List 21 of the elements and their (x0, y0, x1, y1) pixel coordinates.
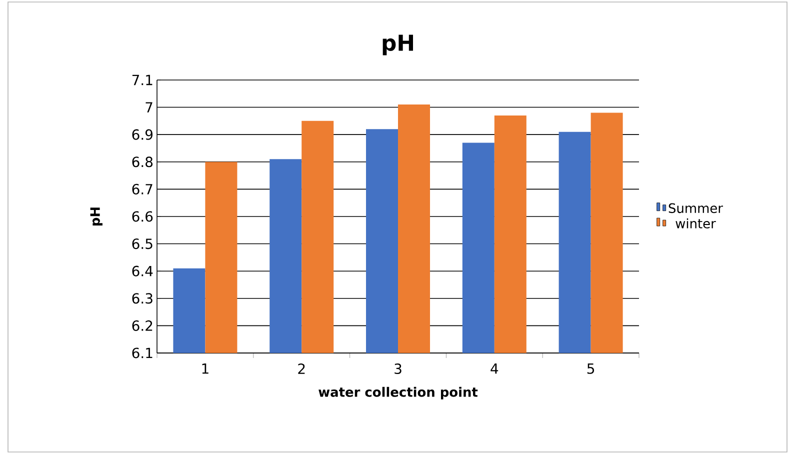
y-tick-label: 7 (146, 102, 152, 112)
legend-label: winter (676, 218, 716, 228)
y-tick-label: 6.3 (132, 293, 152, 304)
legend-label: Summer (668, 203, 723, 214)
y-tick-label: 6.5 (132, 238, 152, 250)
x-tick-label: 5 (587, 364, 594, 374)
x-axis-title: water collection point (318, 386, 478, 400)
x-tick-label: 1 (202, 364, 208, 374)
y-tick-label: 6.1 (132, 348, 152, 358)
y-tick-label: 7.1 (132, 74, 152, 86)
y-axis-title: pH (90, 208, 102, 226)
y-tick-label: 6.8 (132, 156, 153, 168)
x-tick-label: 2 (298, 363, 305, 374)
x-tick-label: 4 (490, 364, 498, 374)
y-tick-label: 6.7 (132, 184, 152, 194)
chart-title: pH (382, 34, 414, 56)
x-tick-label: 3 (394, 363, 402, 374)
y-tick-label: 6.4 (132, 266, 153, 276)
y-tick-label: 6.2 (132, 320, 152, 331)
y-tick-label: 6.9 (132, 129, 153, 140)
y-tick-label: 6.6 (132, 211, 153, 222)
